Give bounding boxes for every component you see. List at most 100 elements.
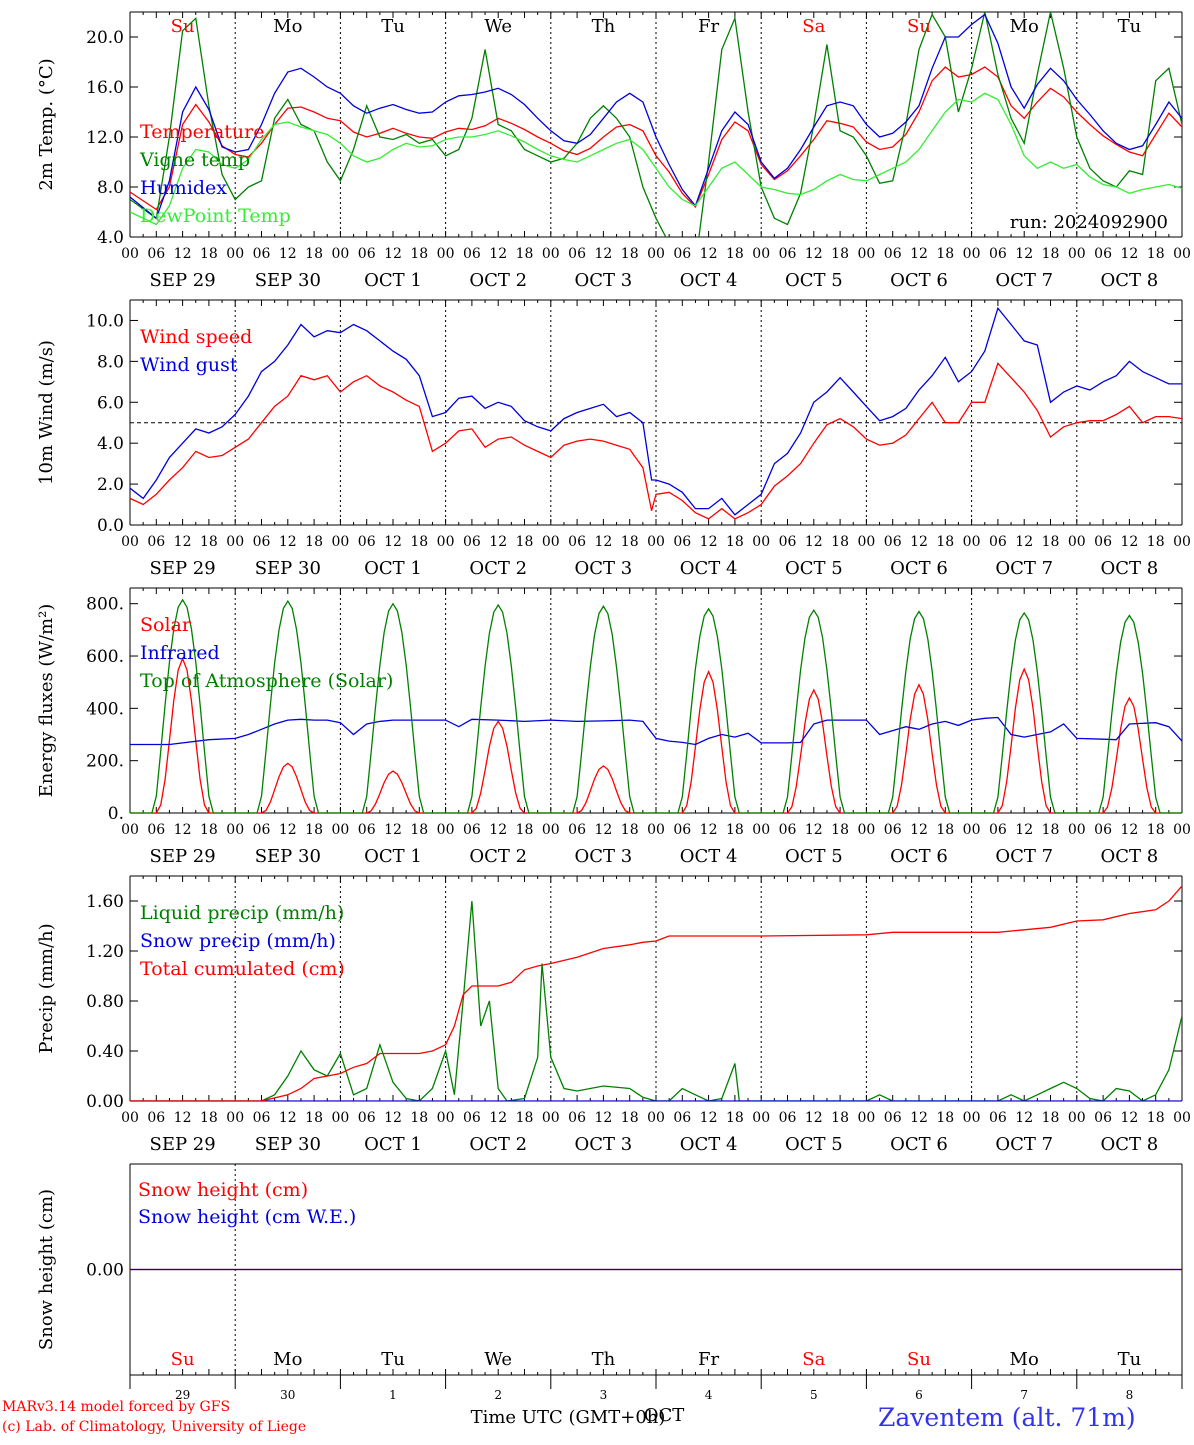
weekday-label: Fr xyxy=(698,16,719,37)
snow-y-tick-label: 0.00 xyxy=(86,1261,124,1281)
hour-tick-label: 00 xyxy=(331,822,349,838)
hour-tick-label: 00 xyxy=(226,1110,244,1126)
hour-tick-label: 12 xyxy=(700,534,718,550)
day-number-label: 1 xyxy=(389,1388,397,1402)
day-number-label: 5 xyxy=(810,1388,818,1402)
energy-y-axis-label: Energy fluxes (W/m²) xyxy=(36,604,57,798)
hour-tick-label: 06 xyxy=(253,246,271,262)
hour-tick-label: 00 xyxy=(647,822,665,838)
hour-tick-label: 12 xyxy=(174,822,192,838)
hour-tick-label: 18 xyxy=(410,1110,428,1126)
hour-tick-label: 06 xyxy=(1094,534,1112,550)
date-label: OCT 6 xyxy=(890,1134,948,1155)
date-label: SEP 29 xyxy=(149,270,215,291)
date-label: OCT 5 xyxy=(785,846,843,867)
hour-tick-label: 00 xyxy=(121,1110,139,1126)
hour-tick-label: 06 xyxy=(989,1110,1007,1126)
hour-tick-label: 12 xyxy=(594,534,612,550)
hour-tick-label: 06 xyxy=(147,822,165,838)
hour-tick-label: 00 xyxy=(226,246,244,262)
date-label: OCT 8 xyxy=(1101,846,1159,867)
energy-y-tick-label: 600. xyxy=(86,647,124,667)
hour-tick-label: 12 xyxy=(489,246,507,262)
snow-weekday-label: Mo xyxy=(1010,1349,1039,1370)
date-label: OCT 6 xyxy=(890,846,948,867)
snow-weekday-label: Sa xyxy=(802,1349,825,1370)
precip-legend-total-cumulated-cm-: Total cumulated (cm) xyxy=(140,958,345,980)
hour-tick-label: 18 xyxy=(200,822,218,838)
date-label: SEP 29 xyxy=(149,846,215,867)
date-label: OCT 1 xyxy=(364,1134,422,1155)
snow-weekday-label: Su xyxy=(171,1349,195,1370)
temperature-y-axis-label: 2m Temp. (°C) xyxy=(36,58,57,190)
date-label: OCT 7 xyxy=(995,1134,1053,1155)
hour-tick-label: 00 xyxy=(857,822,875,838)
hour-tick-label: 18 xyxy=(726,534,744,550)
wind-legend-wind-speed: Wind speed xyxy=(140,326,252,348)
hour-tick-label: 18 xyxy=(516,1110,534,1126)
date-label: OCT 2 xyxy=(469,1134,527,1155)
hour-tick-label: 18 xyxy=(936,1110,954,1126)
date-label: OCT 7 xyxy=(995,558,1053,579)
hour-tick-label: 00 xyxy=(1068,534,1086,550)
hour-tick-label: 12 xyxy=(174,246,192,262)
hour-tick-label: 06 xyxy=(568,534,586,550)
footer-credit-2: (c) Lab. of Climatology, University of L… xyxy=(2,1419,307,1435)
day-number-label: 6 xyxy=(915,1388,923,1402)
hour-tick-label: 06 xyxy=(358,246,376,262)
day-number-label: 8 xyxy=(1126,1388,1134,1402)
hour-tick-label: 12 xyxy=(1015,246,1033,262)
hour-tick-label: 12 xyxy=(805,534,823,550)
weekday-label: Su xyxy=(171,16,195,37)
hour-tick-label: 12 xyxy=(279,534,297,550)
hour-tick-label: 00 xyxy=(647,534,665,550)
station-title: Zaventem (alt. 71m) xyxy=(878,1403,1136,1432)
precip-legend-snow-precip-mm-h-: Snow precip (mm/h) xyxy=(140,930,336,952)
energy-y-tick-label: 400. xyxy=(86,699,124,719)
energy-y-tick-label: 0. xyxy=(108,804,124,824)
hour-tick-label: 12 xyxy=(1015,534,1033,550)
hour-tick-label: 06 xyxy=(884,822,902,838)
day-number-label: 4 xyxy=(705,1388,713,1402)
hour-tick-label: 12 xyxy=(1120,246,1138,262)
snow-weekday-label: Th xyxy=(592,1349,616,1370)
hour-tick-label: 06 xyxy=(568,822,586,838)
hour-tick-label: 06 xyxy=(568,246,586,262)
hour-tick-label: 12 xyxy=(1120,822,1138,838)
hour-tick-label: 06 xyxy=(779,1110,797,1126)
hour-tick-label: 06 xyxy=(253,1110,271,1126)
day-number-label: 2 xyxy=(494,1388,502,1402)
hour-tick-label: 18 xyxy=(1147,246,1165,262)
precip-y-tick-label: 1.60 xyxy=(86,892,124,912)
day-number-label: 7 xyxy=(1020,1388,1028,1402)
hour-tick-label: 18 xyxy=(936,534,954,550)
hour-tick-label: 12 xyxy=(384,246,402,262)
hour-tick-label: 00 xyxy=(542,534,560,550)
hour-tick-label: 06 xyxy=(884,246,902,262)
hour-tick-label: 18 xyxy=(200,534,218,550)
temperature-series-temperature xyxy=(130,66,1182,211)
hour-tick-label: 00 xyxy=(1068,1110,1086,1126)
weekday-label: Tu xyxy=(1118,16,1142,37)
hour-tick-label: 00 xyxy=(647,1110,665,1126)
snow-weekday-label: Tu xyxy=(1118,1349,1142,1370)
hour-tick-label: 18 xyxy=(831,534,849,550)
temperature-annotation: run: 2024092900 xyxy=(1010,212,1168,233)
precip-y-tick-label: 1.20 xyxy=(86,942,124,962)
hour-tick-label: 00 xyxy=(437,534,455,550)
date-label: OCT 8 xyxy=(1101,558,1159,579)
hour-tick-label: 00 xyxy=(1068,822,1086,838)
hour-tick-label: 06 xyxy=(989,822,1007,838)
day-number-label: 30 xyxy=(280,1388,295,1402)
temperature-y-tick-label: 12.0 xyxy=(86,128,124,148)
hour-tick-label: 12 xyxy=(384,822,402,838)
hour-tick-label: 00 xyxy=(857,246,875,262)
hour-tick-label: 12 xyxy=(489,822,507,838)
date-label: OCT 5 xyxy=(785,270,843,291)
hour-tick-label: 12 xyxy=(1120,534,1138,550)
hour-tick-label: 18 xyxy=(621,822,639,838)
hour-tick-label: 12 xyxy=(700,1110,718,1126)
weekday-label: Sa xyxy=(802,16,825,37)
hour-tick-label: 00 xyxy=(1173,246,1191,262)
